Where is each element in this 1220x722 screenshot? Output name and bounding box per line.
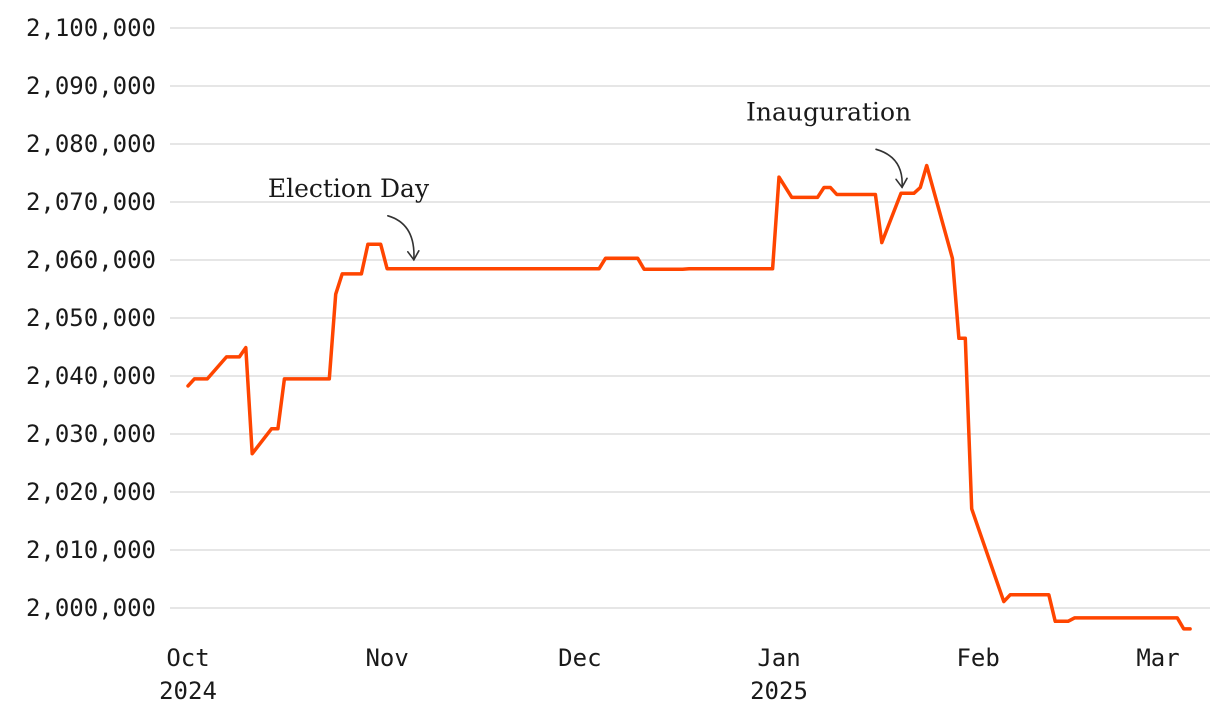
- y-tick-label: 2,000,000: [26, 594, 156, 622]
- y-tick-label: 2,090,000: [26, 72, 156, 100]
- annotation-arrow: [875, 148, 903, 189]
- y-tick-label: 2,010,000: [26, 536, 156, 564]
- x-tick-label: Oct: [166, 644, 209, 672]
- annotation-label: Inauguration: [746, 97, 911, 126]
- x-tick-label: Mar: [1136, 644, 1179, 672]
- y-tick-label: 2,070,000: [26, 188, 156, 216]
- x-tick-label: Dec: [558, 644, 601, 672]
- y-tick-label: 2,100,000: [26, 14, 156, 42]
- grid-lines: [170, 27, 1210, 609]
- y-tick-label: 2,050,000: [26, 304, 156, 332]
- annotation-arrowhead: [407, 250, 420, 262]
- x-tick-label: Feb: [956, 644, 999, 672]
- x-tick-label: Nov: [365, 644, 408, 672]
- x-axis: Oct 2024 Nov Dec Jan 2025 Feb Mar: [159, 644, 1180, 705]
- annotation-arrow: [387, 215, 415, 261]
- y-tick-label: 2,040,000: [26, 362, 156, 390]
- series-layer: [186, 163, 1192, 631]
- annotation-label: Election Day: [268, 174, 430, 203]
- annotation-arrowhead: [895, 177, 908, 189]
- y-tick-label: 2,080,000: [26, 130, 156, 158]
- series-line: [186, 163, 1192, 631]
- y-tick-label: 2,030,000: [26, 420, 156, 448]
- annotation-layer: Election Day Inauguration: [268, 97, 911, 262]
- x-tick-label: Jan: [757, 644, 800, 672]
- x-tick-year-label: 2024: [159, 677, 217, 705]
- y-tick-label: 2,060,000: [26, 246, 156, 274]
- y-tick-label: 2,020,000: [26, 478, 156, 506]
- y-axis: 2,000,000 2,010,000 2,020,000 2,030,000 2,04…: [26, 14, 156, 622]
- x-tick-year-label: 2025: [750, 677, 808, 705]
